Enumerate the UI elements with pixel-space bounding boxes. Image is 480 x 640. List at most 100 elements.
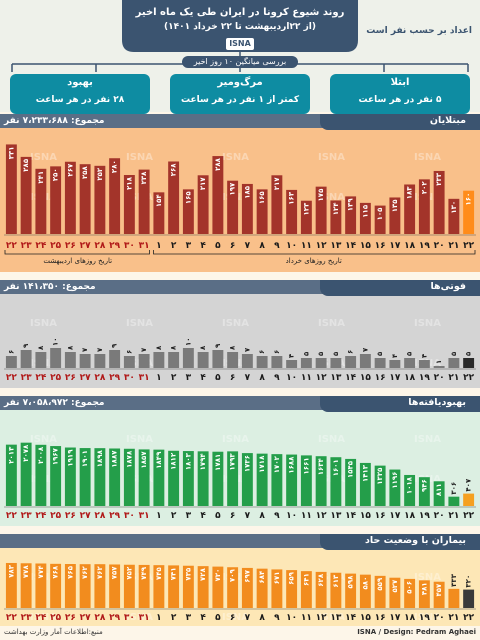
x-tick-label: ۳۱ [139, 511, 150, 521]
bar [94, 448, 106, 506]
bar [359, 202, 371, 234]
x-tick-label: ۲۶ [65, 373, 76, 383]
x-tick-label: ۳۰ [124, 613, 135, 623]
x-tick-label: ۱ [156, 511, 162, 521]
watermark: ISNA [414, 572, 441, 583]
x-tick-label: ۲۷ [80, 373, 91, 383]
x-tick-label: ۷ [245, 511, 251, 521]
bar [463, 589, 475, 608]
x-tick-label: ۳۰ [124, 373, 135, 383]
x-tick-label: ۱۲ [316, 511, 327, 521]
x-tick-label: ۹ [274, 373, 280, 383]
x-tick-label: ۱۱ [301, 613, 312, 623]
bar [433, 481, 445, 506]
recovery-rate-value: ۲۸ نفر در هر ساعت [35, 95, 125, 105]
bar-value-label: ۵ [302, 351, 310, 356]
watermark: ISNA [126, 318, 153, 329]
x-tick-label: ۲۲ [6, 373, 17, 383]
bar-value-label: ۱۲۴ [332, 202, 340, 216]
watermark: ISNA [414, 318, 441, 329]
x-tick-label: ۳۱ [139, 241, 150, 251]
x-tick-label: ۲۱ [448, 511, 459, 521]
bar [79, 354, 91, 368]
bar [94, 564, 106, 608]
x-tick-label: ۲ [171, 511, 177, 521]
bar-value-label: ۲۵۲ [96, 167, 104, 181]
bar-value-label: ۲۳۳ [435, 172, 443, 186]
bar-value-label: ۱۸۳ [406, 186, 414, 200]
bar [463, 358, 475, 368]
bar [345, 458, 357, 506]
bar [256, 453, 268, 506]
bar-value-label: ۷۰۹ [229, 569, 237, 583]
x-tick-label: ۱۸ [404, 373, 415, 383]
x-tick-label: ۲۰ [434, 511, 445, 521]
bar [227, 180, 239, 234]
x-tick-label: ۱۳ [330, 241, 341, 251]
watermark: ISNA [318, 612, 345, 623]
bar-value-label: ۳۲۰ [465, 575, 473, 588]
bar [64, 161, 76, 234]
watermark: ISNA [30, 318, 57, 329]
recovered-label: بهبودیافته‌ها [408, 397, 466, 408]
bar [168, 450, 180, 506]
x-tick-label: ۸ [259, 613, 265, 623]
x-tick-label: ۱۷ [389, 511, 400, 521]
bar-value-label: ۸ [229, 345, 237, 350]
bar [404, 358, 416, 368]
bar [256, 189, 268, 234]
bar [315, 571, 327, 608]
watermark: ISNA [222, 434, 249, 445]
bar-value-label: ۱۴۱۳ [361, 464, 369, 482]
bar-value-label: ۶۹۷ [243, 569, 251, 583]
infected-total: مجموع: ۷،۲۳۳،۶۸۸ نفر [4, 116, 105, 126]
bar [50, 446, 62, 506]
infection-rate-box: ابتلا ۵ نفر در هر ساعت [330, 74, 470, 114]
bar-value-label: ۱۶۳۴ [317, 457, 325, 475]
watermark: ISNA [414, 152, 441, 163]
bar [300, 358, 312, 368]
bar [5, 356, 17, 368]
ordibehesht-axis-label: تاریخ روزهای اردیبهشت [43, 257, 112, 265]
bar-value-label: ۲۵۰ [52, 168, 60, 181]
bar-value-label: ۷۳۵ [184, 567, 192, 581]
x-tick-label: ۱۳ [330, 373, 341, 383]
x-tick-label: ۷ [245, 373, 251, 383]
x-tick-label: ۱۳ [330, 613, 341, 623]
bar [404, 578, 416, 608]
bar [330, 572, 342, 608]
x-tick-label: ۲۰ [434, 373, 445, 383]
bar-value-label: ۶ [7, 350, 15, 354]
bar-value-label: ۹ [111, 343, 119, 348]
bar [168, 565, 180, 608]
x-tick-label: ۱۴ [345, 241, 356, 251]
bar [271, 454, 283, 506]
x-tick-label: ۲۰ [434, 241, 445, 251]
x-tick-label: ۲۸ [94, 613, 105, 623]
x-tick-label: ۱۲ [316, 241, 327, 251]
x-tick-label: ۲۳ [21, 511, 32, 521]
bar-value-label: ۵ [406, 351, 414, 356]
bar [418, 580, 430, 608]
bar [374, 358, 386, 368]
bar [271, 175, 283, 234]
bar-value-label: ۱۵۴ [155, 194, 163, 208]
x-tick-label: ۲۲ [6, 613, 17, 623]
bar [50, 563, 62, 608]
bar-value-label: ۹ [22, 343, 30, 348]
x-tick-label: ۱۱ [301, 241, 312, 251]
x-tick-label: ۵ [215, 613, 221, 623]
bar [271, 356, 283, 368]
bar [433, 581, 445, 608]
x-tick-label: ۲۸ [94, 511, 105, 521]
x-tick-label: ۲۳ [21, 373, 32, 383]
x-tick-label: ۲ [171, 373, 177, 383]
bar-value-label: ۱۹۷ [229, 182, 237, 196]
x-tick-label: ۲۸ [94, 241, 105, 251]
bar [241, 453, 253, 506]
bar-value-label: ۷ [243, 347, 251, 352]
bar-value-label: ۲۰۲ [420, 181, 428, 195]
x-tick-label: ۱۹ [419, 373, 430, 383]
x-tick-label: ۲۳ [21, 613, 32, 623]
bar-value-label: ۶۱۳ [332, 574, 340, 588]
